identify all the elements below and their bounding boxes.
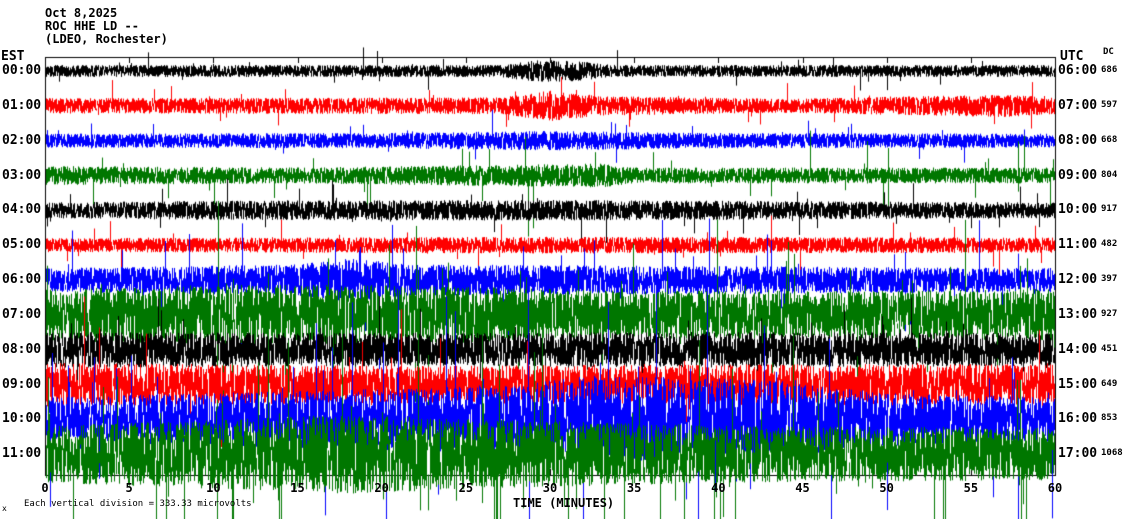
x-tick-label: 20	[374, 481, 389, 495]
est-time-label: 08:00	[2, 341, 42, 357]
est-axis-label: EST	[1, 49, 25, 64]
x-axis-title: TIME (MINUTES)	[513, 496, 615, 510]
dc-value: 482	[1101, 239, 1118, 250]
x-tick-label: 15	[290, 481, 305, 495]
utc-time-label: 13:00	[1058, 306, 1098, 322]
x-tick-label: 50	[879, 481, 894, 495]
utc-time-label: 10:00	[1058, 202, 1098, 218]
dc-value: 397	[1101, 274, 1118, 284]
est-time-label: 04:00	[2, 202, 42, 218]
x-tick-label: 55	[963, 481, 979, 495]
dc-value: 853	[1101, 413, 1118, 424]
dc-value: 451	[1101, 343, 1118, 354]
utc-time-label: 17:00	[1058, 446, 1098, 462]
utc-axis-label: UTC	[1060, 49, 1084, 64]
corner-marker: x	[2, 504, 7, 513]
est-time-label: 09:00	[2, 376, 42, 392]
location-label: (LDEO, Rochester)	[45, 32, 168, 46]
est-time-label: 05:00	[2, 237, 42, 253]
dc-value: 597	[1101, 99, 1118, 110]
utc-time-label: 06:00	[1058, 63, 1098, 78]
est-time-label: 01:00	[2, 97, 42, 113]
station-label: ROC HHE LD --	[45, 19, 139, 33]
date-label: Oct 8,2025	[45, 6, 118, 20]
x-tick-label: 5	[125, 481, 133, 495]
est-time-label: 06:00	[2, 272, 42, 287]
dc-value: 804	[1101, 169, 1118, 180]
utc-time-label: 16:00	[1058, 411, 1098, 427]
dc-value: 668	[1101, 134, 1118, 145]
x-tick-label: 60	[1047, 481, 1063, 495]
x-tick-label: 45	[795, 481, 810, 495]
x-tick-label: 30	[542, 481, 558, 495]
dc-value: 686	[1101, 65, 1118, 75]
est-time-label: 11:00	[2, 446, 42, 462]
dc-axis-label: DC	[1103, 47, 1114, 57]
x-tick-label: 0	[41, 481, 49, 495]
dc-value: 1068	[1101, 448, 1123, 459]
est-time-label: 03:00	[2, 167, 42, 183]
utc-time-label: 14:00	[1058, 341, 1098, 357]
est-time-label: 02:00	[2, 132, 42, 148]
est-time-label: 10:00	[2, 411, 42, 427]
x-tick-label: 40	[711, 481, 726, 495]
utc-time-label: 11:00	[1058, 237, 1098, 253]
utc-time-label: 15:00	[1058, 376, 1098, 392]
utc-time-label: 12:00	[1058, 272, 1098, 287]
utc-time-label: 08:00	[1058, 132, 1098, 148]
x-tick-label: 35	[626, 481, 642, 495]
est-time-label: 00:00	[2, 63, 42, 78]
x-tick-label: 25	[458, 481, 474, 495]
utc-time-label: 09:00	[1058, 167, 1098, 183]
dc-value: 917	[1101, 204, 1118, 215]
dc-value: 927	[1101, 308, 1118, 319]
scale-note: Each vertical division = 333.33 microvol…	[24, 499, 252, 509]
x-tick-label: 10	[206, 481, 221, 495]
utc-time-label: 07:00	[1058, 97, 1098, 113]
dc-value: 649	[1101, 378, 1118, 389]
est-time-label: 07:00	[2, 306, 42, 322]
